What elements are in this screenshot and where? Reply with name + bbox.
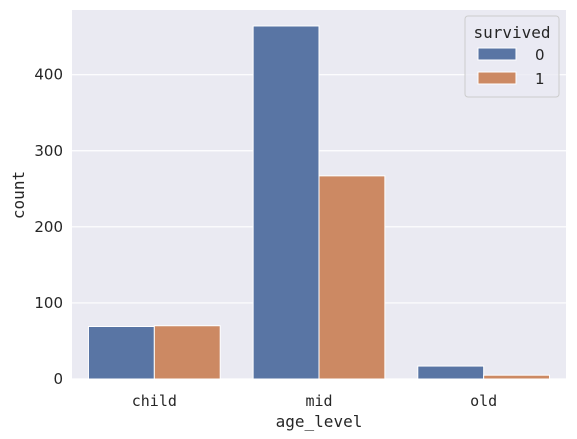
y-axis-title: count bbox=[9, 171, 28, 219]
x-tick-label: child bbox=[132, 392, 177, 410]
y-tick-label: 200 bbox=[34, 218, 63, 236]
y-tick-label: 400 bbox=[34, 66, 63, 84]
bar-child-survived-0 bbox=[87, 326, 155, 380]
bar-old-survived-0 bbox=[417, 365, 485, 380]
y-tick-labels: 0 100 200 300 400 bbox=[34, 66, 63, 388]
legend-swatch-1 bbox=[477, 71, 517, 85]
bar-old-survived-1 bbox=[483, 374, 551, 380]
x-tick-label: old bbox=[470, 392, 497, 410]
bar-child-survived-1 bbox=[153, 325, 221, 380]
bar-mid-survived-1 bbox=[318, 175, 386, 380]
legend-swatch-0 bbox=[477, 47, 517, 61]
legend-label-0: 0 bbox=[535, 46, 545, 64]
y-tick-label: 100 bbox=[34, 294, 63, 312]
legend-label-1: 1 bbox=[535, 70, 545, 88]
legend-items: 01 bbox=[477, 46, 545, 88]
bar-mid-survived-0 bbox=[252, 25, 320, 380]
y-tick-label: 300 bbox=[34, 142, 63, 160]
y-tick-label: 0 bbox=[53, 370, 63, 388]
legend-title: survived bbox=[473, 23, 550, 42]
bars bbox=[87, 25, 551, 380]
x-axis-title: age_level bbox=[276, 412, 363, 431]
x-tick-labels: child mid old bbox=[132, 392, 497, 410]
legend: survived 01 bbox=[464, 15, 560, 98]
x-tick-label: mid bbox=[305, 392, 332, 410]
